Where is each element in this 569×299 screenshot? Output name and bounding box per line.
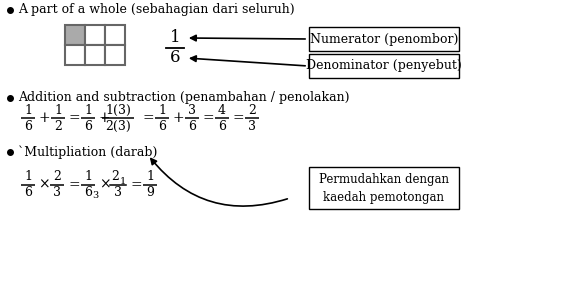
Text: 6: 6 bbox=[158, 120, 166, 132]
Text: 3: 3 bbox=[92, 190, 98, 199]
Bar bbox=[85, 25, 105, 45]
Text: 3: 3 bbox=[248, 120, 256, 132]
Text: 1: 1 bbox=[84, 103, 92, 117]
Text: =: = bbox=[232, 111, 244, 125]
Text: 1: 1 bbox=[84, 170, 92, 184]
Text: 6: 6 bbox=[24, 120, 32, 132]
Text: Denominator (penyebut): Denominator (penyebut) bbox=[306, 60, 462, 72]
Text: 2: 2 bbox=[111, 170, 119, 184]
Text: 6: 6 bbox=[24, 187, 32, 199]
Bar bbox=[105, 25, 125, 45]
Text: 2: 2 bbox=[248, 103, 256, 117]
Text: +: + bbox=[98, 111, 110, 125]
Text: =: = bbox=[202, 111, 214, 125]
Text: =: = bbox=[142, 111, 154, 125]
Text: 1: 1 bbox=[54, 103, 62, 117]
Text: `Multipliation (darab): `Multipliation (darab) bbox=[18, 145, 158, 159]
Text: 1: 1 bbox=[146, 170, 154, 184]
Text: Addition and subtraction (penambahan / penolakan): Addition and subtraction (penambahan / p… bbox=[18, 91, 349, 104]
Bar bbox=[65, 45, 85, 65]
Text: +: + bbox=[38, 111, 50, 125]
Text: 1: 1 bbox=[170, 30, 180, 47]
Text: ×: × bbox=[38, 178, 50, 192]
Text: +: + bbox=[172, 111, 184, 125]
Text: 6: 6 bbox=[188, 120, 196, 132]
Text: 6: 6 bbox=[218, 120, 226, 132]
Text: =: = bbox=[68, 178, 80, 192]
Text: 1: 1 bbox=[24, 103, 32, 117]
FancyBboxPatch shape bbox=[309, 27, 459, 51]
Text: Permudahkan dengan
kaedah pemotongan: Permudahkan dengan kaedah pemotongan bbox=[319, 173, 449, 204]
Text: 1: 1 bbox=[24, 170, 32, 184]
Text: 6: 6 bbox=[84, 120, 92, 132]
Text: 6: 6 bbox=[84, 187, 92, 199]
FancyBboxPatch shape bbox=[309, 54, 459, 78]
FancyBboxPatch shape bbox=[309, 167, 459, 209]
Text: =: = bbox=[130, 178, 142, 192]
Text: 3: 3 bbox=[114, 187, 122, 199]
Text: 2: 2 bbox=[54, 120, 62, 132]
Text: =: = bbox=[68, 111, 80, 125]
Text: 4: 4 bbox=[218, 103, 226, 117]
Bar bbox=[105, 45, 125, 65]
Text: ×: × bbox=[99, 178, 111, 192]
Text: Numerator (penombor): Numerator (penombor) bbox=[310, 33, 458, 45]
Text: 3: 3 bbox=[53, 187, 61, 199]
Text: 1(3): 1(3) bbox=[105, 103, 131, 117]
Text: 2: 2 bbox=[53, 170, 61, 184]
Text: A part of a whole (sebahagian dari seluruh): A part of a whole (sebahagian dari selur… bbox=[18, 4, 295, 16]
Text: 1: 1 bbox=[158, 103, 166, 117]
Text: 3: 3 bbox=[188, 103, 196, 117]
Bar bbox=[65, 25, 85, 45]
Bar bbox=[85, 45, 105, 65]
Text: 1: 1 bbox=[120, 176, 126, 185]
Text: 6: 6 bbox=[170, 50, 180, 66]
Text: 2(3): 2(3) bbox=[105, 120, 131, 132]
Text: 9: 9 bbox=[146, 187, 154, 199]
